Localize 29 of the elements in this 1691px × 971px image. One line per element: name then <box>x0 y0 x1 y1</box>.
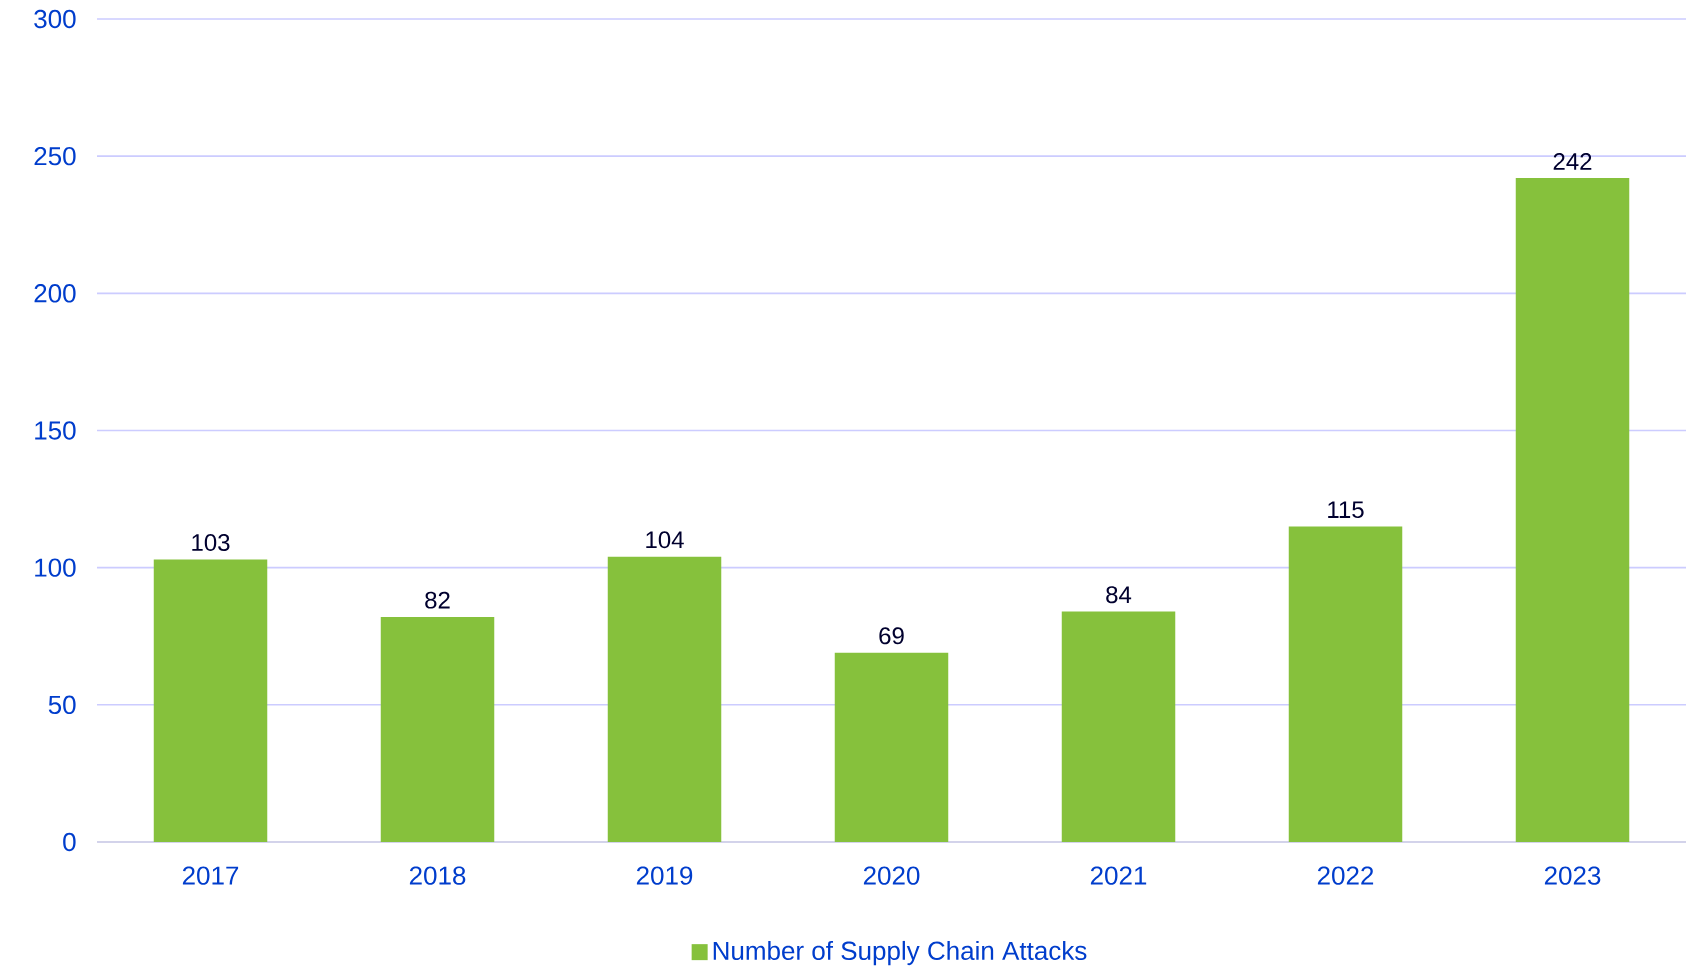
bar <box>1288 526 1403 842</box>
data-label: 242 <box>1553 152 1592 170</box>
y-tick-label: 0 <box>63 832 76 852</box>
x-tick-label: 2021 <box>1090 866 1147 885</box>
data-label: 69 <box>879 627 904 645</box>
legend-label: Number of Supply Chain Attacks <box>713 940 1087 965</box>
y-tick-label: 50 <box>48 695 76 714</box>
bar <box>153 559 268 842</box>
data-label: 82 <box>425 591 450 609</box>
x-tick-label: 2020 <box>863 866 920 885</box>
data-label: 103 <box>192 533 230 551</box>
bar <box>380 616 495 842</box>
data-label: 84 <box>1106 586 1132 603</box>
bar <box>607 556 722 842</box>
y-tick-label: 150 <box>35 421 76 440</box>
data-label: 115 <box>1328 501 1364 518</box>
x-tick-label: 2022 <box>1317 866 1374 885</box>
y-tick-label: 250 <box>34 146 76 166</box>
y-tick-label: 200 <box>34 283 76 303</box>
x-tick-label: 2023 <box>1544 866 1601 885</box>
data-label: 104 <box>646 531 684 549</box>
x-tick-label: 2017 <box>182 866 239 885</box>
bar <box>1061 611 1176 842</box>
bar <box>834 652 949 842</box>
x-tick-label: 2019 <box>636 866 693 885</box>
bar <box>1515 177 1630 842</box>
y-tick-label: 300 <box>34 9 76 29</box>
y-tick-label: 100 <box>35 558 76 577</box>
x-tick-label: 2018 <box>409 866 466 885</box>
